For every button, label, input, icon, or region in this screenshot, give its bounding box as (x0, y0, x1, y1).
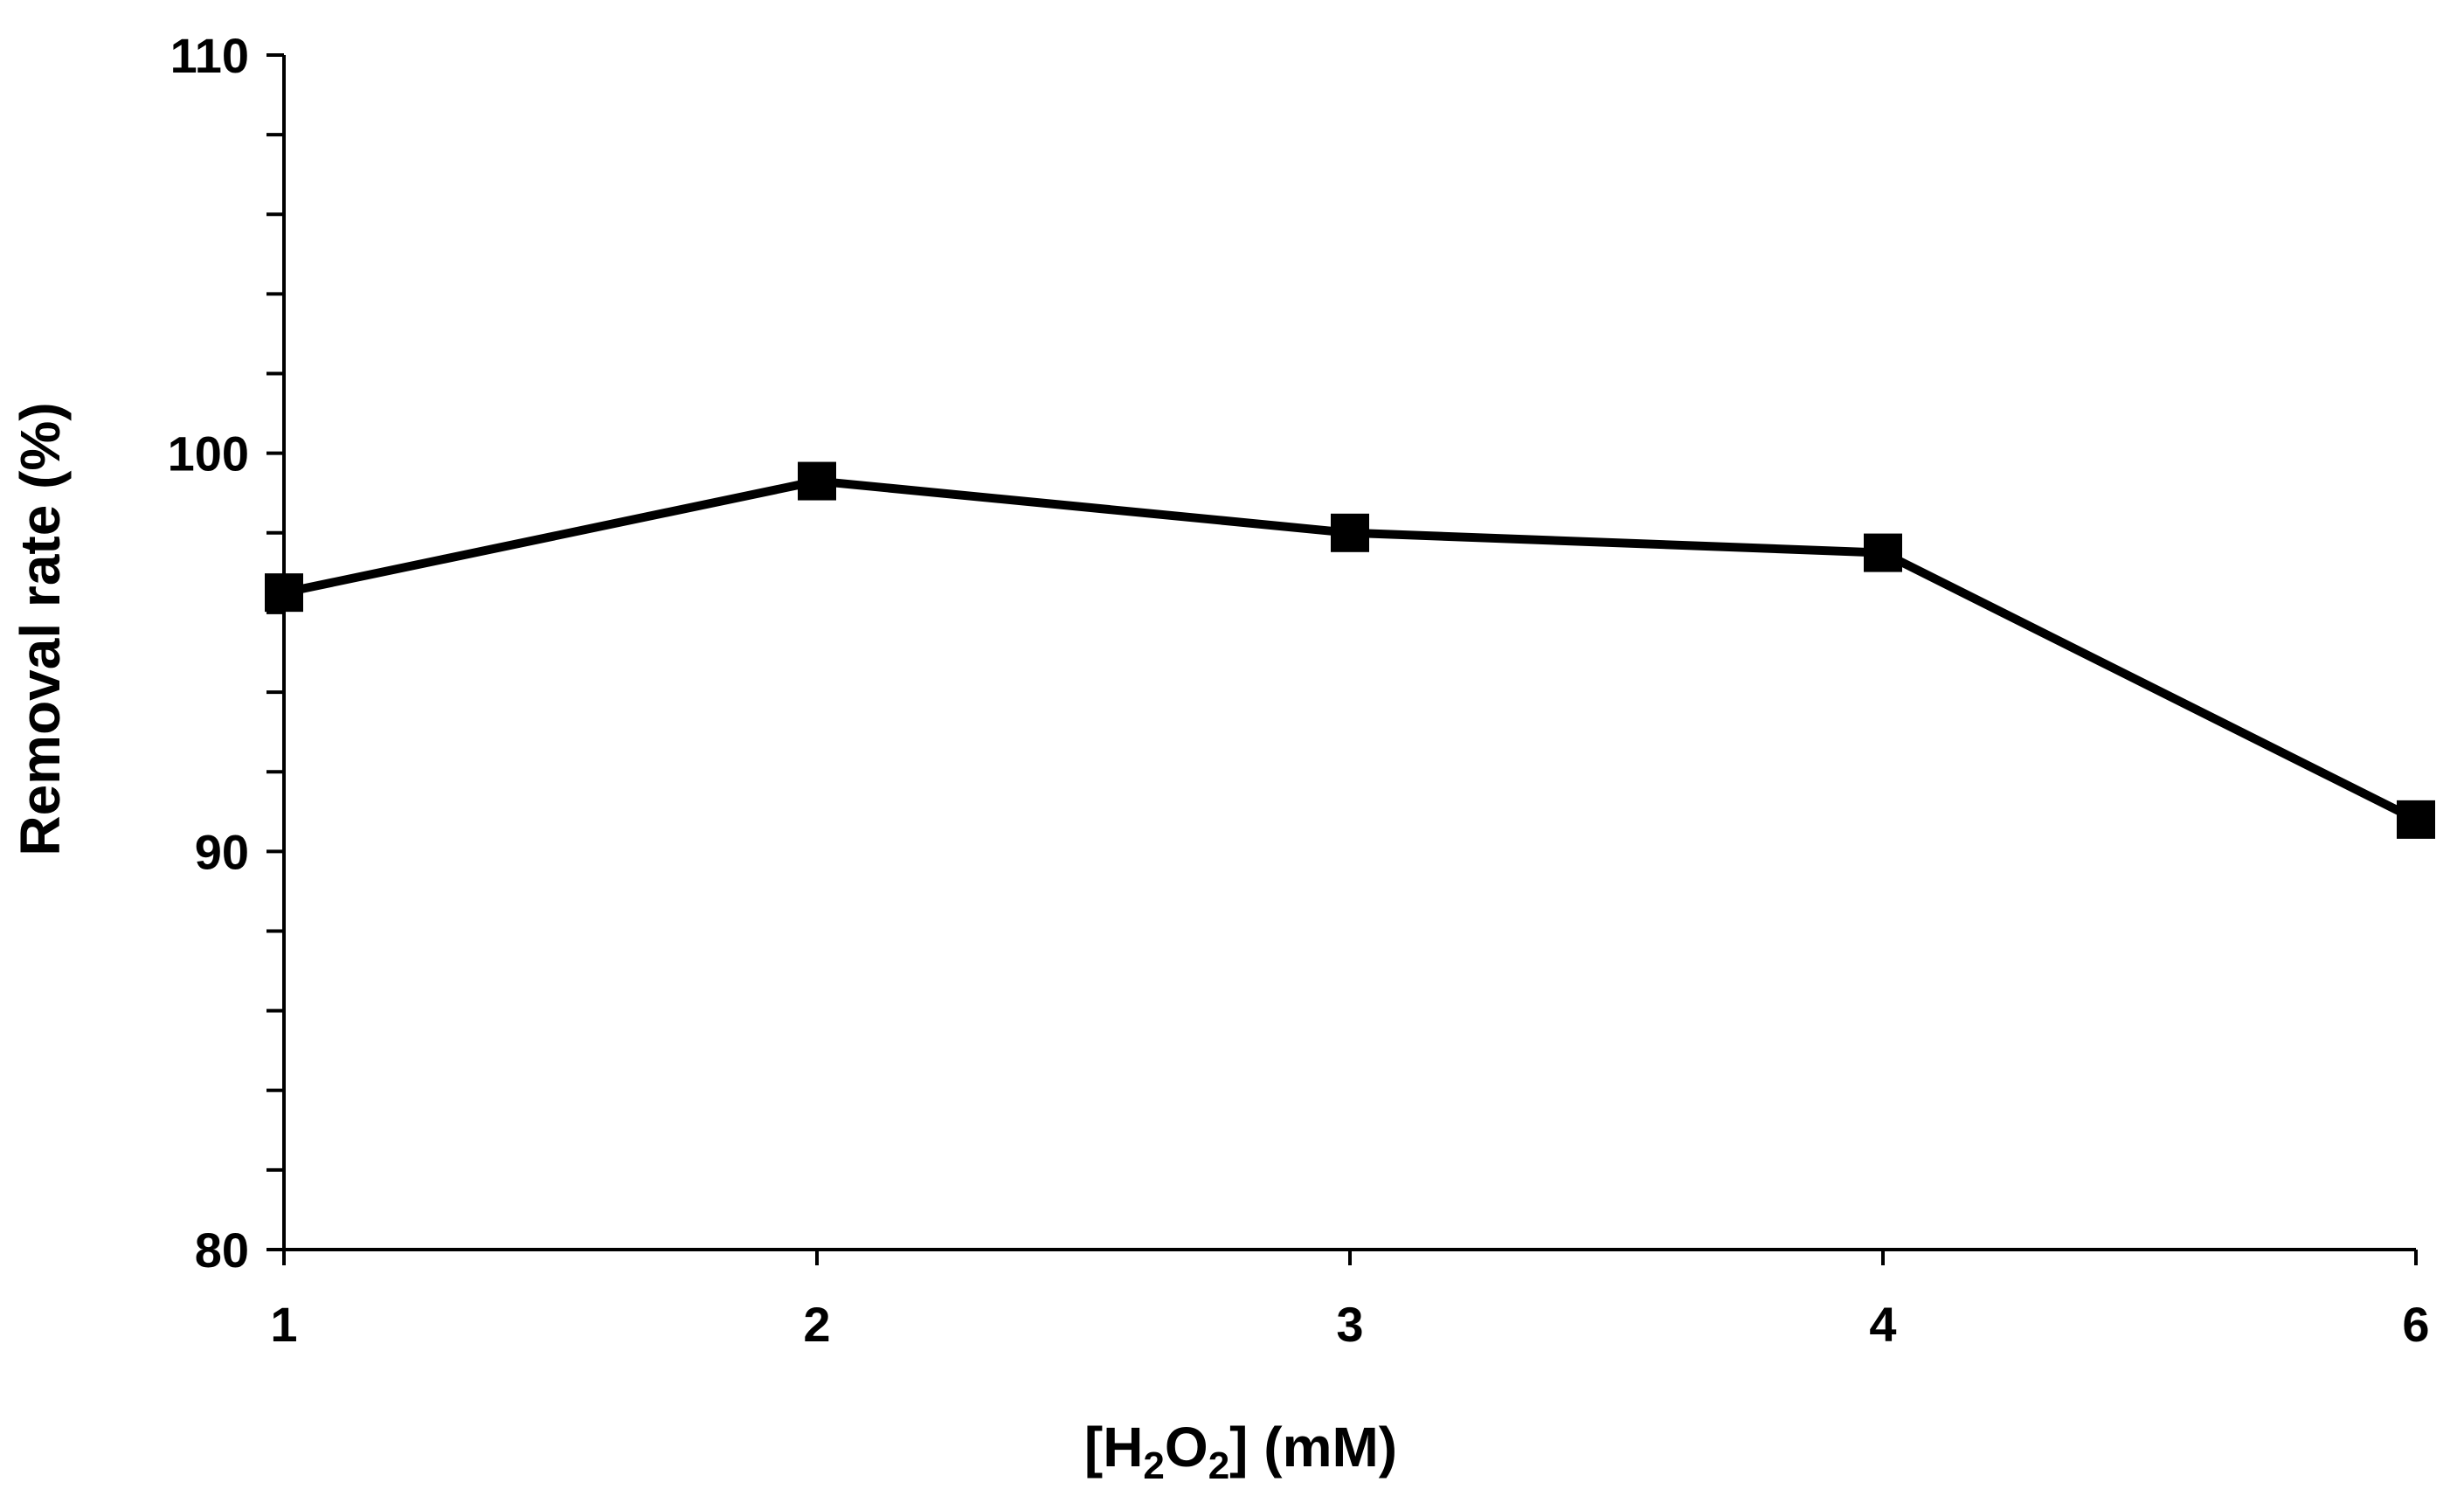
x-tick-label: 4 (1869, 1297, 1896, 1352)
y-tick-label: 100 (168, 426, 249, 481)
x-axis: 1 2 3 4 6 (270, 1248, 2430, 1352)
data-point-marker (265, 573, 303, 613)
x-axis-title-prefix: [H (1084, 1416, 1144, 1479)
x-tick-label: 2 (803, 1297, 830, 1352)
x-axis-title-mid: O (1165, 1416, 1208, 1479)
x-axis-title: [H2O2] (mM) (1084, 1416, 1397, 1487)
data-point-marker (2397, 800, 2435, 839)
x-axis-title-subscript-2: 2 (1208, 1444, 1229, 1487)
y-tick-label: 80 (195, 1222, 249, 1278)
x-axis-title-suffix: ] (mM) (1229, 1416, 1397, 1479)
x-tick-label: 1 (270, 1297, 297, 1352)
x-tick-label: 6 (2402, 1297, 2429, 1352)
x-axis-title-subscript-1: 2 (1143, 1444, 1164, 1487)
data-point-marker (798, 461, 836, 501)
series (265, 461, 2435, 839)
y-tick-label: 110 (170, 28, 249, 83)
data-point-marker (1864, 533, 1902, 572)
y-axis-title: Removal rate (%) (9, 402, 72, 855)
data-point-marker (1331, 513, 1369, 552)
y-axis: 80 90 100 110 (168, 28, 286, 1278)
y-tick-label: 90 (195, 824, 249, 879)
x-tick-label: 3 (1336, 1297, 1363, 1352)
